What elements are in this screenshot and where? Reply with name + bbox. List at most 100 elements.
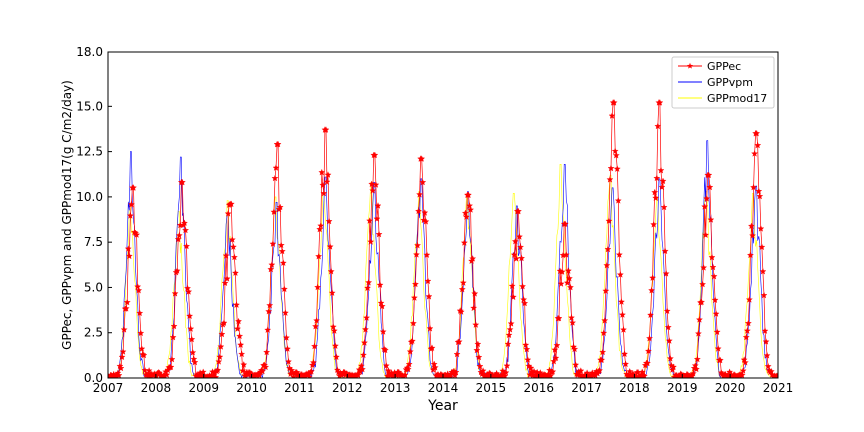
data-point-GPPec [549,368,557,375]
data-point-GPPec [607,164,615,172]
x-tick-label: 2008 [141,381,172,395]
data-point-GPPec [373,215,381,222]
data-point-GPPec [558,268,566,275]
data-point-GPPec [183,242,190,250]
data-point-GPPec [412,280,419,288]
x-tick-label: 2013 [380,381,411,395]
data-point-GPPec [711,296,719,304]
data-point-GPPec [318,168,326,176]
data-point-GPPec [126,212,134,219]
data-point-GPPec [408,337,416,345]
data-point-GPPec [599,348,607,356]
data-point-GPPec [457,308,465,315]
data-point-GPPec [327,267,335,275]
data-point-GPPec [741,359,749,366]
y-tick-label: 12.5 [76,145,103,159]
data-point-GPPec [638,368,646,376]
data-point-GPPec [329,323,337,330]
data-point-GPPec [136,309,144,317]
data-point-GPPec [458,285,466,293]
data-point-GPPec [369,187,377,194]
data-point-GPPec [117,364,125,372]
data-point-GPPec [323,178,331,185]
data-point-GPPec [666,354,674,362]
data-point-GPPec [621,350,628,358]
data-point-GPPec [316,225,324,233]
data-point-GPPec [141,366,149,374]
data-point-GPPec [134,283,142,290]
data-point-GPPec [523,345,531,353]
x-tick-label: 2020 [715,381,746,395]
data-point-GPPec [425,293,433,300]
data-point-GPPec [601,316,609,324]
data-point-GPPec [527,364,535,372]
data-point-GPPec [709,263,717,271]
data-point-GPPec [360,351,367,359]
data-point-GPPec [767,367,775,375]
data-point-GPPec [175,232,183,239]
data-point-GPPec [271,174,279,182]
data-point-GPPec [382,362,390,369]
data-point-GPPec [190,355,198,363]
x-tick-label: 2017 [571,381,602,395]
data-point-GPPec [455,338,463,345]
data-point-GPPec [695,330,702,337]
data-point-GPPec [215,358,223,365]
data-point-GPPec [284,345,291,352]
data-point-GPPec [509,293,517,301]
data-point-GPPec [130,184,137,191]
data-point-GPPec [726,368,734,376]
data-point-GPPec [524,356,532,363]
data-point-GPPec [288,366,296,374]
data-point-GPPec [265,307,273,315]
data-point-GPPec [476,362,484,370]
data-point-GPPec [128,200,135,208]
data-point-GPPec [228,236,236,243]
data-point-GPPec [189,348,197,356]
data-point-GPPec [662,270,670,277]
data-point-GPPec [409,319,417,327]
data-point-GPPec [322,126,330,133]
data-point-GPPec [700,264,708,271]
data-point-GPPec [125,252,133,260]
data-point-GPPec [269,240,277,247]
x-tick-label: 2011 [284,381,315,395]
data-point-GPPec [167,363,175,371]
data-point-GPPec [406,348,414,355]
data-point-GPPec [760,291,768,299]
x-tick-label: 2019 [667,381,698,395]
data-point-GPPec [759,267,767,275]
data-point-GPPec [572,361,580,368]
data-point-GPPec [119,348,127,355]
data-point-GPPec [283,334,290,341]
data-point-GPPec [649,274,657,281]
data-point-GPPec [465,191,472,199]
data-point-GPPec [221,279,229,287]
data-point-GPPec [413,251,420,258]
data-point-GPPec [124,245,132,252]
data-point-GPPec [185,288,193,295]
data-point-GPPec [263,348,271,356]
data-point-GPPec [305,373,313,378]
data-point-GPPec [603,261,611,269]
data-point-GPPec [145,367,153,374]
data-point-GPPec [691,362,699,369]
data-point-GPPec [479,367,487,374]
data-point-GPPec [742,333,750,341]
data-point-GPPec [231,253,238,261]
data-point-GPPec [182,226,189,234]
data-point-GPPec [764,362,772,370]
data-point-GPPec [453,350,461,358]
y-axis-title: GPPec, GPPvpm and GPPmod17(g C/m2/day) [60,80,74,350]
data-point-GPPec [661,247,669,255]
data-point-GPPec [278,247,286,255]
data-point-GPPec [135,286,143,294]
data-point-GPPec [564,267,572,274]
data-point-GPPec [381,346,389,354]
legend-label: GPPec [707,60,741,73]
data-point-GPPec [716,356,724,364]
data-point-GPPec [264,326,272,333]
data-point-GPPec [379,328,387,335]
data-point-GPPec [738,371,746,378]
data-point-GPPec [262,363,270,371]
